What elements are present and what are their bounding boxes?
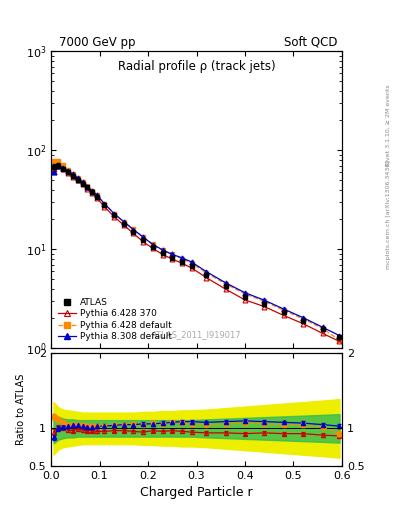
Text: 7000 GeV pp: 7000 GeV pp bbox=[59, 36, 136, 49]
Text: mcplots.cern.ch [arXiv:1306.3436]: mcplots.cern.ch [arXiv:1306.3436] bbox=[386, 160, 391, 269]
Text: Rivet 3.1.10, ≥ 2M events: Rivet 3.1.10, ≥ 2M events bbox=[386, 84, 391, 166]
Text: ATLAS_2011_I919017: ATLAS_2011_I919017 bbox=[152, 330, 241, 339]
X-axis label: Charged Particle r: Charged Particle r bbox=[140, 486, 253, 499]
Text: Soft QCD: Soft QCD bbox=[285, 36, 338, 49]
Legend: ATLAS, Pythia 6.428 370, Pythia 6.428 default, Pythia 8.308 default: ATLAS, Pythia 6.428 370, Pythia 6.428 de… bbox=[55, 295, 174, 344]
Text: Radial profile ρ (track jets): Radial profile ρ (track jets) bbox=[118, 60, 275, 73]
Y-axis label: Ratio to ATLAS: Ratio to ATLAS bbox=[16, 374, 26, 445]
